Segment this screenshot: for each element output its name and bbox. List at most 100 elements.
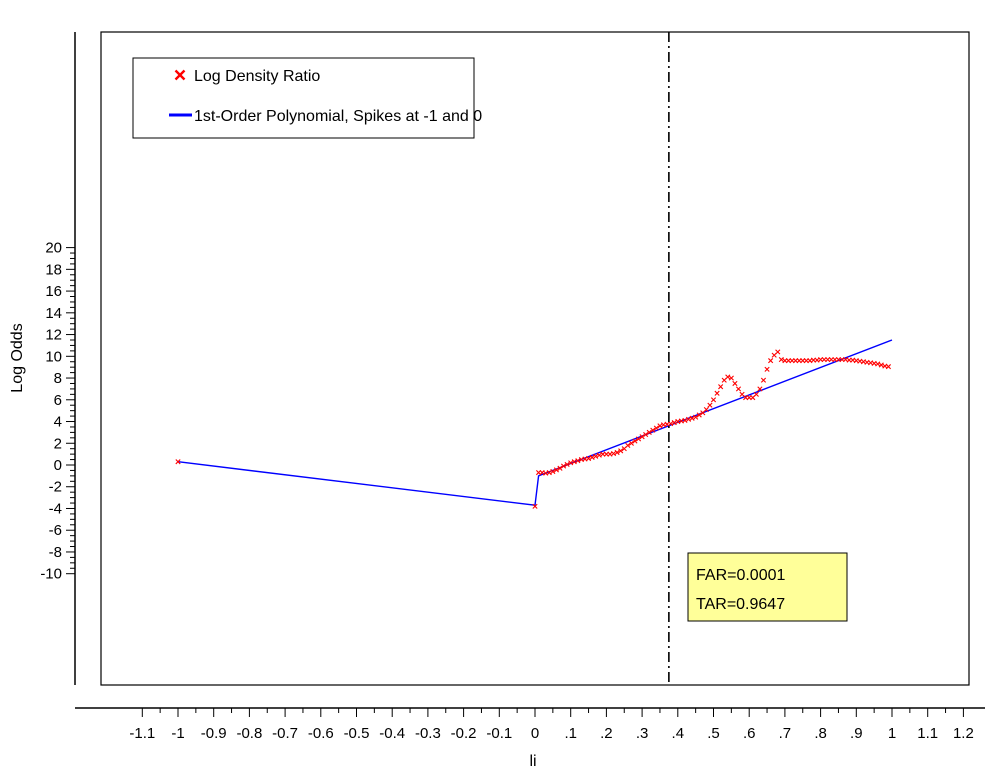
x-tick-label-minus-1: -1 [171, 725, 184, 742]
x-tick-label-minus-0p9: -0.9 [201, 725, 227, 742]
x-tick-label-minus-1p1: -1.1 [129, 725, 155, 742]
y-tick-label-minus-8: -8 [49, 544, 62, 561]
y-tick-label-6: 6 [54, 392, 62, 409]
data-point [550, 468, 556, 475]
data-point [618, 448, 624, 454]
x-tick-label-p3: .3 [636, 725, 649, 742]
data-point [532, 503, 538, 509]
data-point [778, 356, 784, 363]
x-tick-label-minus-0p6: -0.6 [308, 725, 334, 742]
data-point [732, 380, 738, 387]
data-point [768, 358, 774, 364]
x-axis-label: li [529, 753, 536, 770]
data-point [657, 423, 663, 429]
data-point [718, 384, 724, 390]
x-tick-label-minus-0p3: -0.3 [415, 725, 441, 742]
annotation-far: FAR=0.0001 [696, 567, 786, 584]
x-tick-label-p2: .2 [600, 725, 613, 742]
annotation-tar: TAR=0.9647 [696, 596, 785, 613]
y-tick-label-16: 16 [45, 283, 62, 300]
x-tick-label-1p2: 1.2 [953, 725, 974, 742]
data-point [682, 417, 688, 424]
y-tick-label-minus-6: -6 [49, 522, 62, 539]
legend-box [132, 57, 475, 139]
data-point [628, 440, 634, 446]
legend-marker-x [174, 69, 186, 81]
data-point [735, 386, 742, 392]
legend-label-polynomial: 1st-Order Polynomial, Spikes at -1 and 0 [194, 108, 482, 125]
x-tick-label-minus-0p7: -0.7 [272, 725, 298, 742]
data-point [568, 460, 574, 466]
data-point [575, 458, 581, 464]
x-tick-label-p4: .4 [672, 725, 685, 742]
data-point [564, 461, 570, 468]
y-tick-label-20: 20 [45, 240, 62, 257]
y-tick-label-14: 14 [45, 305, 62, 322]
data-point [757, 386, 763, 392]
data-point [614, 449, 620, 456]
y-tick-label-minus-10: -10 [40, 566, 62, 583]
data-point [714, 390, 720, 396]
data-point [875, 361, 881, 367]
annotation-box: FAR=0.0001 TAR=0.9647 [687, 552, 848, 622]
y-ticks: -10 -8 -6 -4 -2 0 2 4 6 8 10 12 14 16 18 20 [40, 240, 75, 583]
data-point [646, 429, 652, 435]
x-tick-label-p8: .8 [814, 725, 827, 742]
x-tick-label-p6: .6 [743, 725, 756, 742]
data-point [885, 364, 892, 370]
data-point [643, 431, 649, 438]
x-tick-label-minus-0p5: -0.5 [344, 725, 370, 742]
data-point [557, 465, 563, 471]
data-point [635, 436, 642, 442]
data-point [707, 402, 713, 408]
data-point [589, 454, 595, 460]
x-tick-label-p9: .9 [850, 725, 863, 742]
x-tick-label-1: 1 [888, 725, 896, 742]
density-ratio-points [175, 349, 892, 509]
y-tick-label-2: 2 [54, 435, 62, 452]
y-axis-label: Log Odds [9, 323, 26, 392]
x-tick-label-minus-0p4: -0.4 [379, 725, 405, 742]
data-point [653, 425, 659, 431]
data-point [639, 434, 645, 440]
x-tick-label-p7: .7 [779, 725, 792, 742]
data-point [764, 366, 770, 372]
plot-frame [100, 31, 970, 686]
data-point [693, 414, 699, 420]
legend-label-log-density-ratio: Log Density Ratio [194, 68, 320, 85]
legend-x-glyph [174, 69, 186, 81]
data-point [632, 438, 638, 444]
data-point [728, 375, 734, 381]
data-point [175, 459, 181, 465]
y-tick-label-8: 8 [54, 370, 62, 387]
data-point [668, 421, 674, 427]
x-tick-label-minus-0p8: -0.8 [236, 725, 262, 742]
data-point [689, 415, 695, 421]
data-point [696, 412, 702, 418]
polynomial-line [177, 339, 893, 506]
y-tick-label-minus-2: -2 [49, 479, 62, 496]
x-tick-label-p1: .1 [564, 725, 577, 742]
data-point [560, 463, 567, 469]
data-point [546, 470, 552, 476]
x-tick-label-minus-0p1: -0.1 [486, 725, 512, 742]
y-tick-label-10: 10 [45, 348, 62, 365]
legend: Log Density Ratio 1st-Order Polynomial, … [132, 57, 482, 139]
data-point [878, 362, 884, 368]
data-point [685, 416, 692, 422]
y-tick-label-12: 12 [45, 327, 62, 344]
x-tick-label-minus-0p2: -0.2 [451, 725, 477, 742]
x-ticks: -1.1 -1 -0.9 -0.8 -0.7 -0.6 -0.5 -0.4 -0.3 -0.2 -0… [129, 708, 974, 742]
data-point [671, 420, 677, 426]
x-tick-label-p5: .5 [707, 725, 720, 742]
polynomial-line-path [177, 339, 893, 506]
data-point [725, 374, 731, 380]
x-tick-label-1p1: 1.1 [917, 725, 938, 742]
data-point [596, 452, 602, 458]
data-point [650, 427, 656, 433]
annotation-background [687, 552, 848, 622]
y-tick-label-4: 4 [54, 414, 62, 431]
data-point [610, 450, 617, 457]
data-point [585, 455, 592, 462]
